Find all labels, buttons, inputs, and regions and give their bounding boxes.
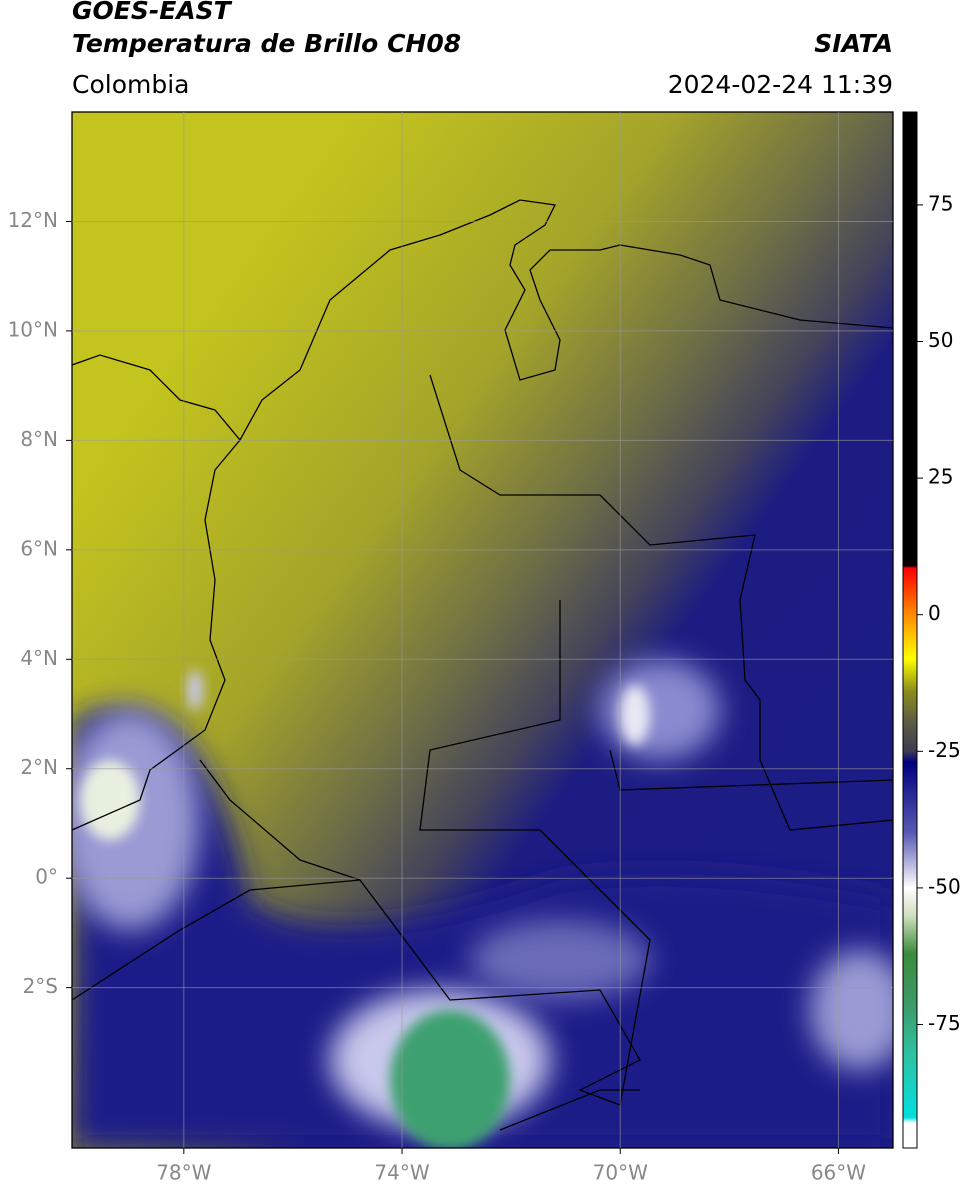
- colorbar-tick-label: -75: [928, 1011, 961, 1035]
- y-tick-label: 6°N: [20, 536, 58, 560]
- colorbar-tick-label: -50: [928, 874, 961, 898]
- colorbar-tick-label: 50: [928, 328, 953, 352]
- title-line1: GOES-EAST: [72, 0, 233, 25]
- colorbar-tick-label: 25: [928, 465, 953, 489]
- y-tick-label: 0°: [35, 865, 58, 889]
- map-frame: [71, 111, 894, 1149]
- source: SIATA: [814, 29, 893, 58]
- y-tick-label: 10°N: [8, 317, 58, 341]
- region: Colombia: [72, 70, 189, 99]
- title-line2: Temperatura de Brillo CH08: [72, 29, 461, 58]
- colorbar-tick-label: 75: [928, 191, 953, 215]
- y-tick-label: 8°N: [20, 427, 58, 451]
- y-tick-label: 4°N: [20, 646, 58, 670]
- x-tick-label: 70°W: [593, 1161, 648, 1185]
- x-tick-label: 78°W: [156, 1161, 211, 1185]
- colorbar: [902, 111, 918, 1149]
- y-tick-label: 12°N: [8, 208, 58, 232]
- y-tick-label: 2°N: [20, 755, 58, 779]
- colorbar-tick-label: -25: [928, 738, 961, 762]
- y-tick-label: 2°S: [23, 974, 58, 998]
- datetime: 2024-02-24 11:39: [668, 70, 893, 99]
- satellite-image: [72, 112, 893, 1148]
- x-tick-label: 66°W: [811, 1161, 866, 1185]
- x-tick-label: 74°W: [374, 1161, 429, 1185]
- colorbar-tick-label: 0: [928, 601, 941, 625]
